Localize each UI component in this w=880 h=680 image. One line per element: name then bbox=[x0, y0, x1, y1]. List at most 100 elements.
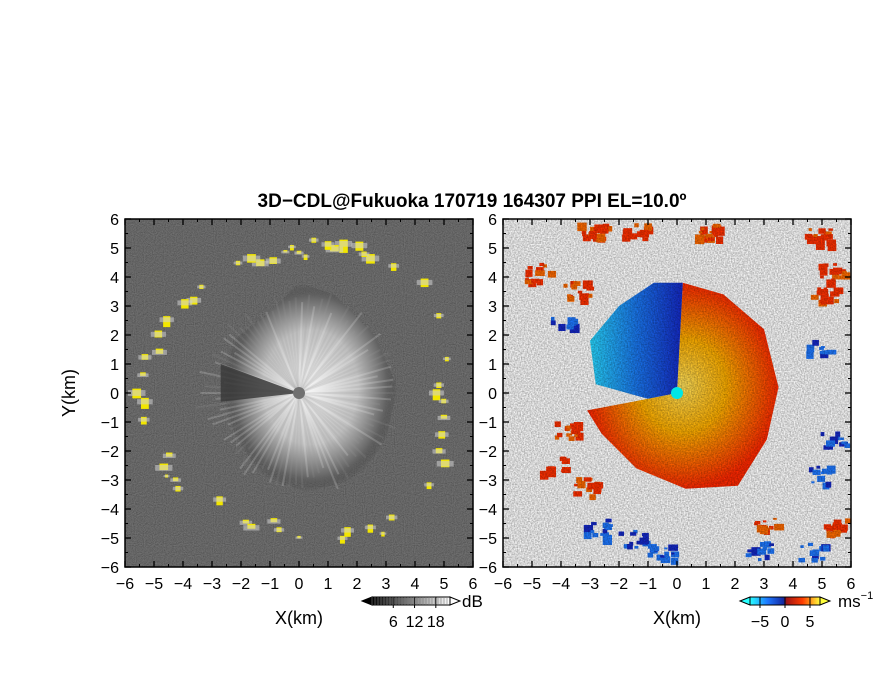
y-tick-label: 5 bbox=[488, 241, 497, 258]
velocity-cell bbox=[812, 237, 820, 242]
echo-streak bbox=[298, 294, 311, 394]
weak-echo-cell bbox=[443, 357, 451, 361]
x-tick-label: 6 bbox=[469, 576, 478, 593]
velocity-cell bbox=[812, 555, 819, 560]
weak-echo-cell bbox=[138, 417, 150, 422]
x-tick-label: 6 bbox=[847, 576, 856, 593]
echo-streak bbox=[235, 392, 300, 455]
velocity-cell bbox=[670, 557, 679, 565]
velocity-cell bbox=[577, 480, 586, 489]
velocity-cell bbox=[823, 445, 830, 450]
velocity-cell bbox=[539, 470, 549, 480]
velocity-cell bbox=[548, 466, 555, 470]
echo-streak bbox=[298, 311, 363, 394]
velocity-cell bbox=[705, 233, 713, 239]
velocity-cell bbox=[715, 226, 725, 236]
echo-streak bbox=[298, 294, 332, 394]
velocity-cell bbox=[600, 533, 605, 536]
y-tick-label: −5 bbox=[479, 531, 497, 548]
velocity-cell bbox=[820, 353, 829, 359]
echo-streak bbox=[288, 300, 300, 394]
velocity-cell bbox=[639, 537, 649, 545]
velocity-cell bbox=[822, 545, 830, 552]
x-tick-label: 3 bbox=[760, 576, 769, 593]
velocity-cell bbox=[832, 271, 840, 280]
weak-echo-cell bbox=[388, 264, 400, 268]
velocity-cell bbox=[808, 228, 812, 232]
velocity-cell bbox=[567, 295, 575, 302]
weak-echo-cell bbox=[325, 246, 344, 253]
velocity-cell bbox=[840, 528, 847, 533]
velocity-cell bbox=[835, 431, 841, 437]
echo-streak bbox=[298, 298, 324, 394]
velocity-cell bbox=[826, 349, 837, 355]
velocity-cell bbox=[817, 287, 822, 292]
y-tick-label: 6 bbox=[110, 212, 119, 229]
echo-region bbox=[223, 282, 398, 492]
echo-streak bbox=[230, 392, 300, 444]
velocity-cell bbox=[634, 223, 639, 228]
y-tick-label: −3 bbox=[479, 473, 497, 490]
echo-streak bbox=[281, 392, 300, 487]
weak-echo-cell bbox=[150, 331, 166, 337]
velocity-cell bbox=[837, 531, 842, 534]
weak-echo-cell bbox=[321, 242, 335, 247]
velocity-cell bbox=[623, 228, 633, 237]
echo-streak bbox=[268, 392, 300, 483]
velocity-cell bbox=[825, 481, 832, 488]
velocity-cell bbox=[582, 234, 591, 242]
velocity-cell bbox=[602, 534, 613, 545]
velocity-cell bbox=[577, 222, 587, 232]
echo-streak bbox=[271, 310, 300, 394]
weak-echo-cell bbox=[295, 536, 303, 539]
velocity-cell bbox=[812, 339, 819, 346]
echo-streak bbox=[298, 392, 315, 478]
weak-echo-cell bbox=[361, 255, 380, 262]
velocity-cell bbox=[567, 317, 576, 326]
x-tick-label: −6 bbox=[116, 576, 134, 593]
velocity-cell bbox=[811, 558, 818, 563]
weak-echo-cell bbox=[162, 453, 176, 458]
echo-streak bbox=[298, 375, 378, 394]
echo-streak bbox=[298, 385, 393, 394]
velocity-cell bbox=[820, 432, 825, 437]
weak-echo-cell bbox=[337, 536, 348, 540]
velocity-cell bbox=[647, 552, 654, 558]
velocity-cell bbox=[844, 443, 851, 448]
velocity-cell bbox=[809, 550, 819, 557]
velocity-cell bbox=[823, 287, 828, 290]
echo-streak bbox=[298, 392, 367, 459]
velocity-cell bbox=[757, 548, 767, 555]
weak-echo-cell bbox=[281, 250, 290, 254]
velocity-cell bbox=[703, 236, 710, 243]
echo-streak bbox=[298, 392, 304, 488]
echo-streak bbox=[298, 392, 325, 469]
echo-streak bbox=[298, 392, 396, 429]
weak-echo-cell bbox=[127, 390, 146, 396]
velocity-cell bbox=[829, 268, 839, 275]
velocity-cell bbox=[627, 544, 633, 550]
velocity-cell bbox=[537, 279, 544, 286]
y-tick-label: 1 bbox=[110, 357, 119, 374]
x-tick-label: 5 bbox=[440, 576, 449, 593]
echo-streak bbox=[298, 392, 320, 474]
velocity-cell bbox=[563, 283, 568, 288]
colorbar-over-arrow bbox=[449, 596, 462, 606]
velocity-cell bbox=[820, 346, 825, 349]
velocity-cell bbox=[604, 523, 611, 530]
velocity-cell bbox=[585, 293, 589, 296]
velocity-cell bbox=[832, 529, 841, 537]
velocity-cell bbox=[828, 228, 833, 231]
echo-streak bbox=[298, 302, 304, 394]
velocity-cell bbox=[593, 227, 604, 234]
echo-streak bbox=[298, 392, 392, 401]
x-tick-label: −2 bbox=[232, 576, 250, 593]
velocity-cell bbox=[554, 421, 561, 427]
weak-echo-cell bbox=[213, 497, 227, 502]
x-tick-label: 1 bbox=[324, 576, 333, 593]
velocity-cell bbox=[602, 528, 608, 534]
velocity-cell bbox=[833, 519, 842, 524]
y-tick-label: 5 bbox=[110, 241, 119, 258]
velocity-cell bbox=[745, 553, 752, 558]
